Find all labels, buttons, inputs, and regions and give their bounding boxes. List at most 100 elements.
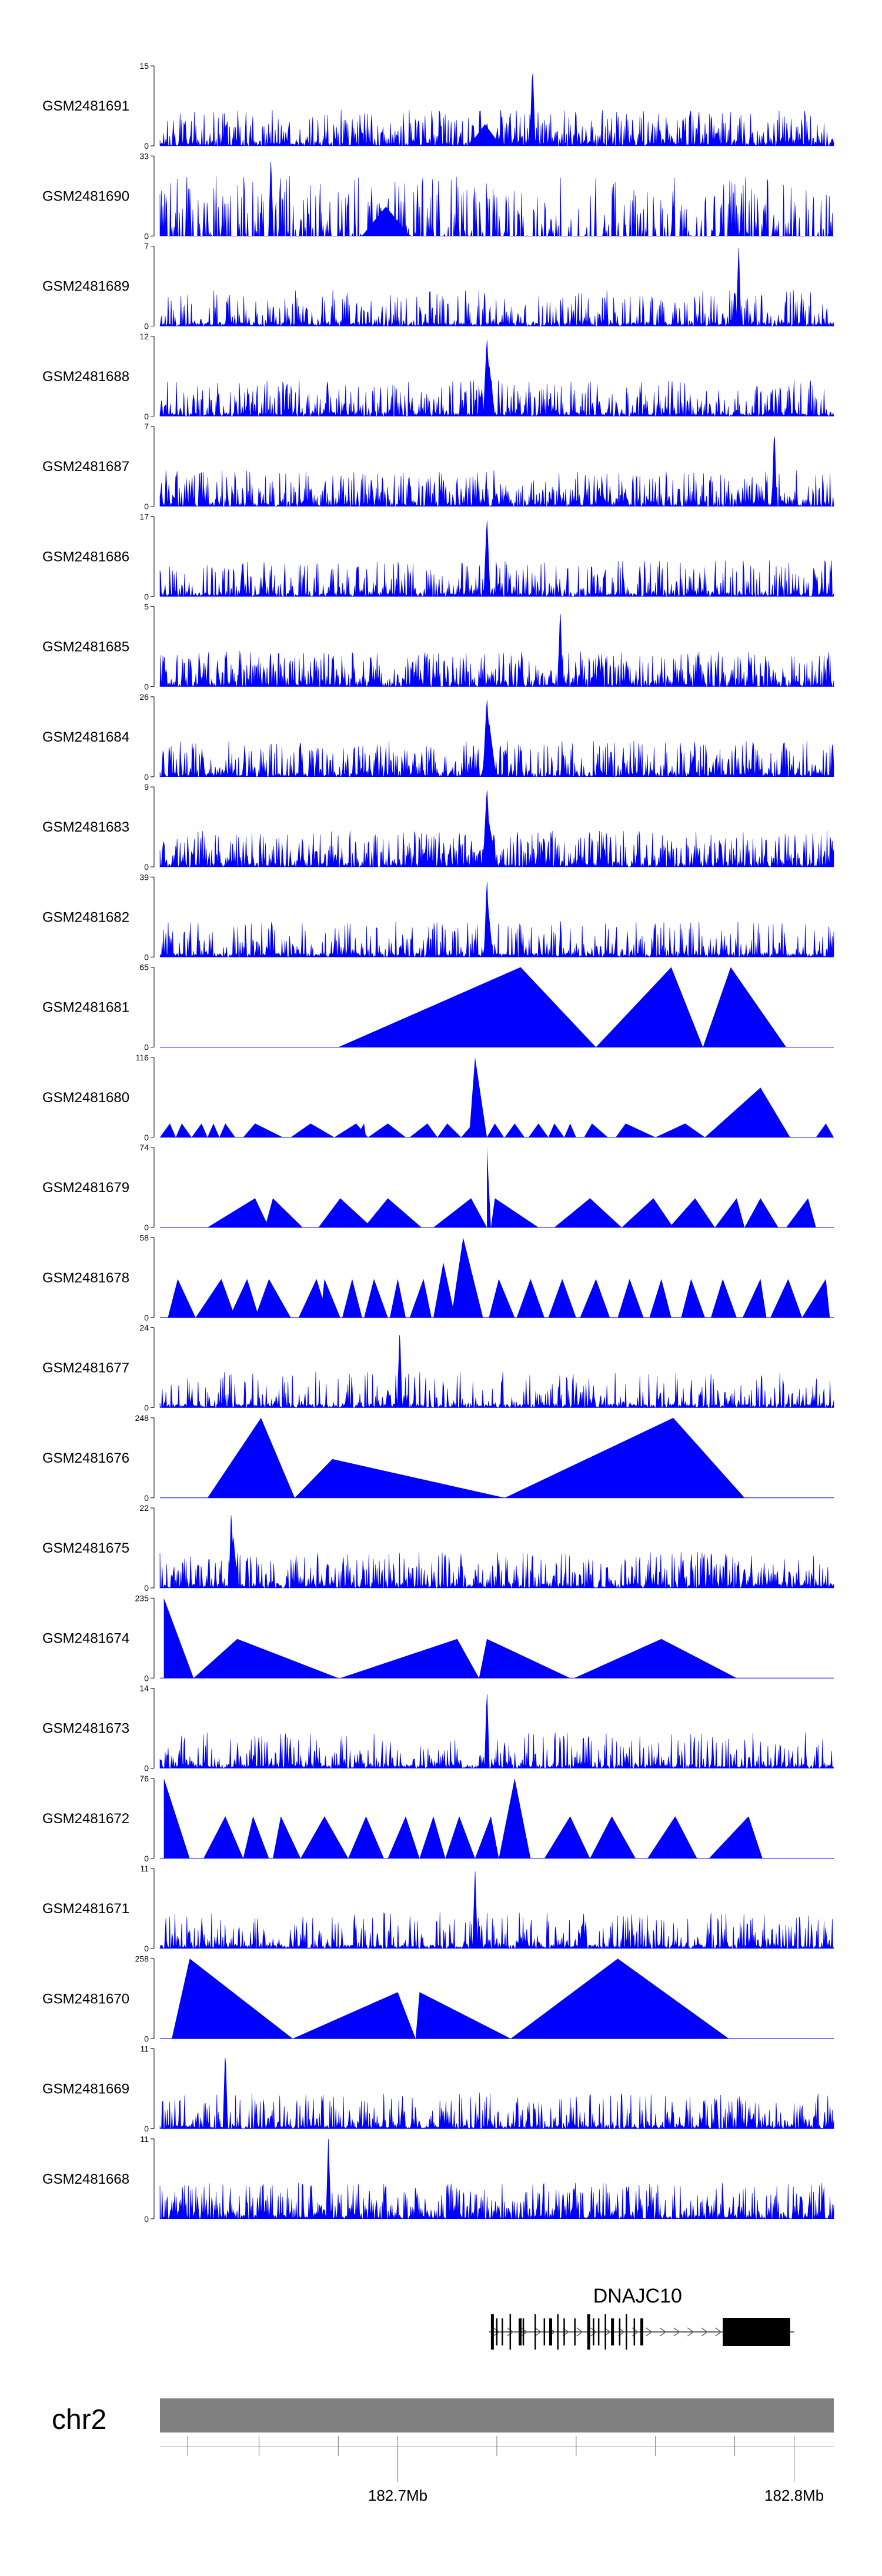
coverage-triangle	[574, 1639, 737, 1679]
y-tick-label-min: 0	[144, 141, 149, 151]
coverage-triangle	[554, 1198, 622, 1227]
coverage-triangle	[487, 1123, 505, 1137]
coverage-triangle	[415, 1992, 511, 2039]
y-tick-label-min: 0	[144, 862, 149, 872]
coverage-triangle	[342, 1279, 362, 1318]
coverage-triangle	[544, 1816, 590, 1858]
coverage-triangle	[437, 1123, 462, 1137]
coverage-triangle	[364, 1279, 388, 1318]
y-tick-label-max: 33	[139, 151, 149, 161]
coverage-profile	[159, 790, 834, 868]
coverage-triangle	[163, 1778, 190, 1858]
chromosome-label: chr2	[52, 2404, 106, 2435]
strand-arrow	[701, 2327, 709, 2337]
coverage-triangle	[433, 1198, 487, 1227]
y-tick-label-max: 7	[144, 242, 149, 251]
coverage-profile	[159, 247, 834, 327]
coverage-triangle	[490, 1198, 539, 1227]
exon	[633, 2318, 636, 2345]
coverage-triangle	[445, 1816, 475, 1858]
track-label: GSM2481672	[42, 1811, 129, 1827]
track-label: GSM2481687	[42, 459, 129, 475]
strand-arrow	[507, 2327, 514, 2337]
coverage-triangle	[300, 1816, 349, 1858]
track-GSM2481687: GSM2481687 7 0	[42, 422, 834, 511]
exon	[522, 2318, 524, 2345]
track-label: GSM2481674	[42, 1630, 129, 1646]
gene-track: DNAJC10	[489, 2285, 794, 2350]
strand-arrow	[673, 2327, 680, 2337]
coverage-profile	[159, 436, 834, 508]
track-GSM2481672: GSM2481672 76 0	[42, 1774, 834, 1863]
coverage-triangle	[505, 1123, 525, 1137]
track-GSM2481684: GSM2481684 26 0	[42, 692, 834, 782]
track-GSM2481670: GSM2481670 258 0	[42, 1954, 834, 2043]
coverage-triangle	[290, 1123, 335, 1137]
y-tick-label-max: 15	[139, 61, 149, 71]
coverage-triangle	[510, 1958, 729, 2039]
exon	[490, 2314, 494, 2350]
y-tick-label-min: 0	[144, 592, 149, 601]
coverage-triangle	[292, 1992, 416, 2039]
exon	[597, 2318, 600, 2345]
coverage-triangle	[528, 1123, 549, 1137]
coverage-triangle	[475, 1816, 499, 1858]
coverage-triangle	[295, 1459, 505, 1498]
coverage-triangle	[548, 1123, 564, 1137]
track-label: GSM2481679	[42, 1180, 129, 1196]
y-tick-label-min: 0	[144, 1133, 149, 1142]
gene-label: DNAJC10	[593, 2285, 682, 2307]
coverage-triangle	[243, 1816, 269, 1858]
axis-tick-label: 182.7Mb	[368, 2487, 427, 2504]
coverage-triangle	[265, 1198, 303, 1227]
exon	[534, 2314, 536, 2350]
coverage-tracks: GSM2481691150GSM2481690330GSM248168970GS…	[42, 61, 834, 2224]
y-tick-label-min: 0	[144, 1854, 149, 1863]
exon	[619, 2318, 621, 2345]
coverage-triangle	[590, 1816, 636, 1858]
y-tick-label-min: 0	[144, 1944, 149, 1953]
coverage-profile	[159, 1335, 834, 1409]
coverage-profile	[159, 1871, 834, 1950]
exon	[563, 2318, 565, 2345]
track-GSM2481675: GSM2481675 22 0	[42, 1503, 834, 1593]
y-tick-label-max: 76	[139, 1774, 149, 1783]
coverage-triangle	[243, 1123, 283, 1137]
coverage-triangle	[711, 1279, 737, 1318]
coverage-triangle	[617, 1279, 644, 1318]
coverage-triangle	[580, 1279, 610, 1318]
strand-arrow	[534, 2327, 542, 2337]
y-tick-label-min: 0	[144, 1403, 149, 1413]
y-tick-label-min: 0	[144, 2034, 149, 2043]
coverage-profile	[159, 2138, 834, 2220]
coverage-triangle	[616, 1123, 656, 1137]
track-label: GSM2481675	[42, 1540, 129, 1556]
coverage-triangle	[172, 1958, 293, 2039]
coverage-triangle	[669, 1198, 715, 1227]
coverage-triangle	[647, 1816, 697, 1858]
track-label: GSM2481683	[42, 819, 129, 835]
exon	[604, 2314, 606, 2350]
track-GSM2481689: GSM2481689 7 0	[42, 242, 834, 331]
coverage-triangle	[387, 1816, 420, 1858]
coverage-profile	[159, 882, 834, 958]
coverage-triangle	[163, 1598, 194, 1679]
coverage-triangle	[786, 1198, 816, 1227]
y-tick-label-max: 116	[136, 1053, 149, 1062]
chromosome-ideogram: chr2 182.7Mb 182.8Mb	[52, 2398, 834, 2504]
y-tick-label-max: 58	[139, 1233, 149, 1242]
coverage-triangle	[770, 1279, 803, 1318]
coverage-triangle	[364, 1198, 422, 1227]
coverage-triangle	[191, 1123, 208, 1137]
track-label: GSM2481669	[42, 2081, 129, 2097]
track-label: GSM2481677	[42, 1360, 129, 1376]
y-tick-label-min: 0	[144, 1493, 149, 1503]
track-GSM2481686: GSM2481686 17 0	[42, 512, 834, 601]
coverage-triangle	[596, 967, 703, 1047]
coverage-triangle	[229, 1279, 259, 1318]
coverage-triangle	[409, 1123, 437, 1137]
coverage-profile	[159, 2057, 834, 2130]
strand-arrow	[687, 2327, 694, 2337]
coverage-triangle	[318, 1198, 372, 1227]
